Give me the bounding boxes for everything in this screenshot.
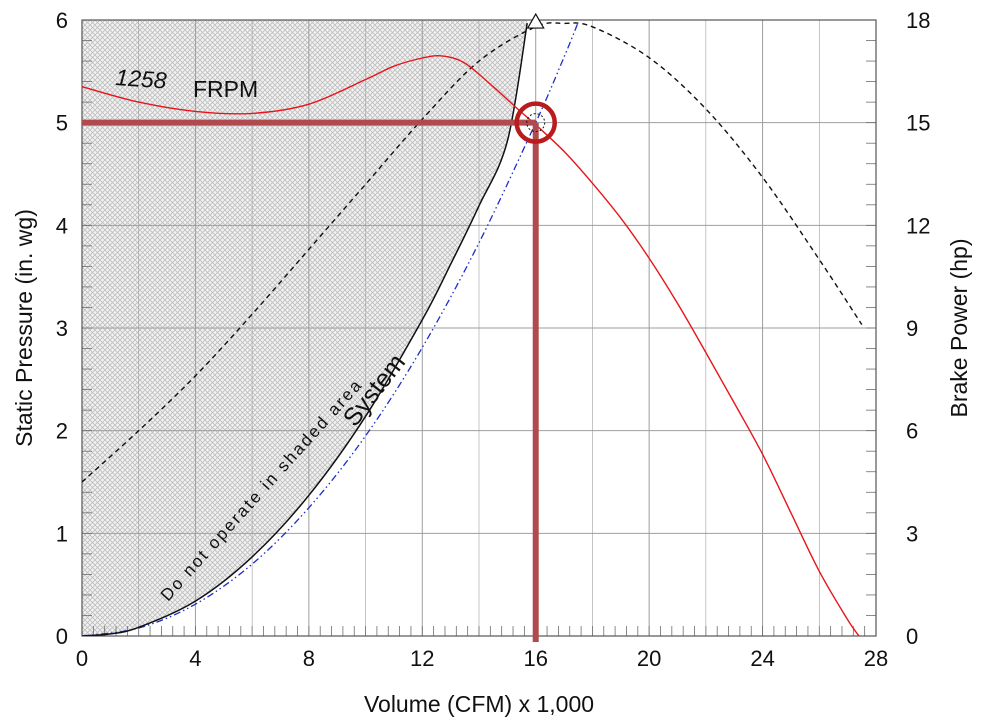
y-tick-label-left: 3 <box>56 316 68 341</box>
y-tick-label-right: 12 <box>906 213 930 238</box>
x-tick-label: 16 <box>523 646 547 671</box>
x-tick-label: 24 <box>750 646 774 671</box>
y-tick-label-right: 18 <box>906 8 930 33</box>
x-tick-label: 12 <box>410 646 434 671</box>
x-axis-title: Volume (CFM) x 1,000 <box>364 691 594 717</box>
overlay-layer <box>82 12 557 642</box>
x-tick-label: 4 <box>189 646 201 671</box>
y-tick-label-right: 0 <box>906 624 918 649</box>
x-tick-label: 20 <box>637 646 661 671</box>
y-tick-label-left: 5 <box>56 111 68 136</box>
fan-speed-label-unit: FRPM <box>193 76 258 102</box>
y-tick-label-left: 6 <box>56 8 68 33</box>
y-tick-label-right: 6 <box>906 419 918 444</box>
y-tick-label-left: 2 <box>56 419 68 444</box>
x-tick-label: 28 <box>864 646 888 671</box>
x-tick-label: 0 <box>76 646 88 671</box>
peak-triangle-marker <box>526 12 545 29</box>
y-tick-label-right: 15 <box>906 111 930 136</box>
y-tick-label-right: 3 <box>906 521 918 546</box>
y-axis-title-left: Static Pressure (in. wg) <box>11 209 37 447</box>
x-tick-label: 8 <box>303 646 315 671</box>
surge-limit-curve <box>82 22 528 636</box>
y-axis-title-right: Brake Power (hp) <box>946 239 972 418</box>
y-tick-label-left: 4 <box>56 213 68 238</box>
y-tick-label-left: 1 <box>56 521 68 546</box>
operating-point-circle <box>514 101 557 144</box>
y-tick-label-right: 9 <box>906 316 918 341</box>
y-tick-label-left: 0 <box>56 624 68 649</box>
operating-point-dot <box>526 113 546 133</box>
brake-power-curve <box>82 22 863 483</box>
fan-speed-label-number: 1258 <box>115 64 168 94</box>
plot-frame <box>81 19 877 637</box>
